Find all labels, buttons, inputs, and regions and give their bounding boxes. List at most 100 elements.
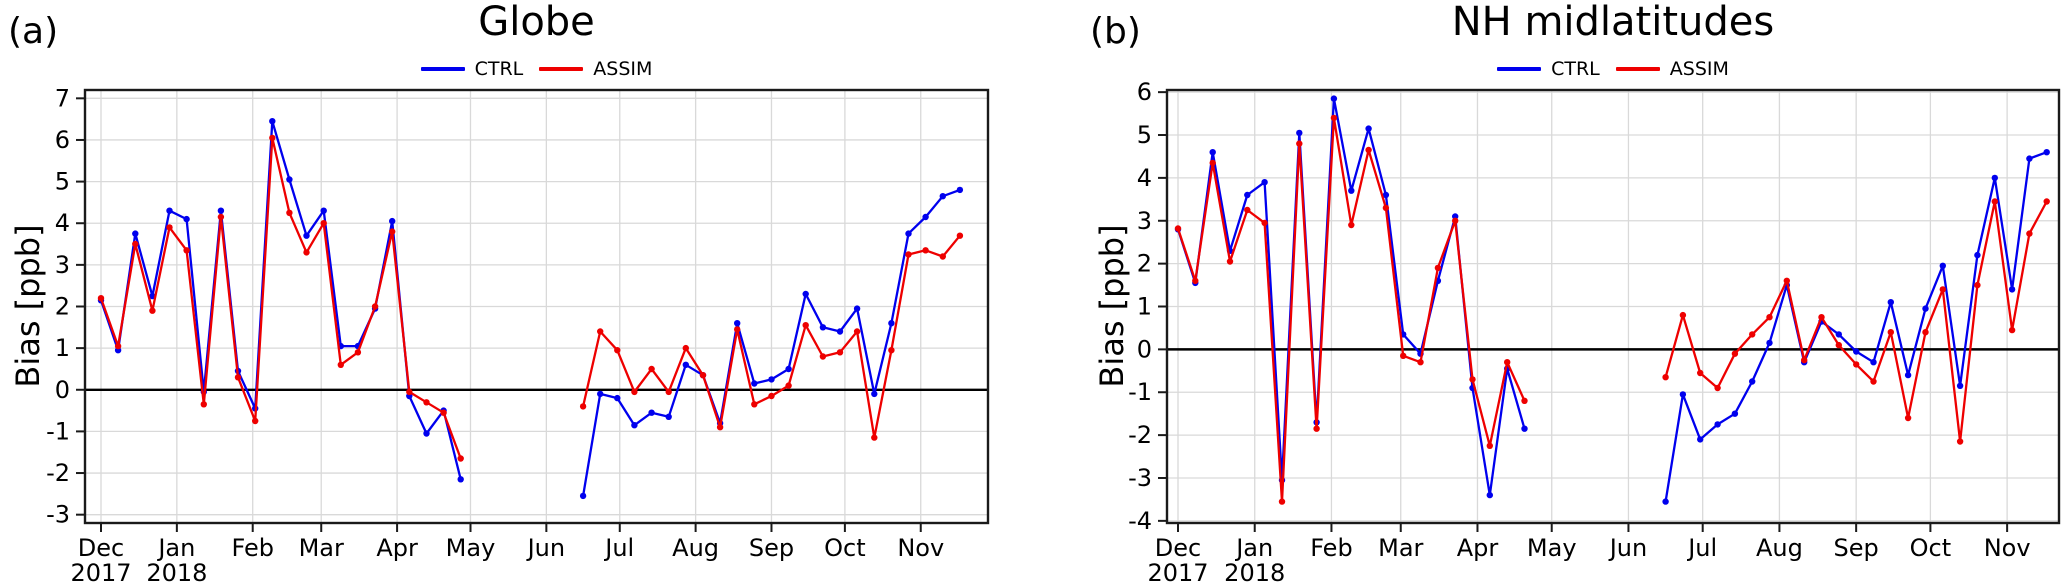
month-label: Jan xyxy=(1234,534,1273,562)
ctrl-data-point xyxy=(888,320,895,327)
assim-data-point xyxy=(888,347,895,354)
ctrl-data-point xyxy=(597,390,604,398)
assim-data-point xyxy=(1452,217,1459,224)
panel-a-title: Globe xyxy=(478,0,595,45)
y-tick-label: 6 xyxy=(55,126,70,154)
year-label: 2017 xyxy=(70,559,131,583)
ctrl-data-point xyxy=(269,118,276,125)
legend-item-ctrl: CTRL xyxy=(1497,58,1600,80)
month-label: Mar xyxy=(1378,534,1423,562)
assim-data-point xyxy=(1887,329,1895,336)
y-tick-label: 5 xyxy=(1137,121,1152,149)
assim-data-point xyxy=(1662,374,1669,381)
month-label: Nov xyxy=(897,534,944,562)
ctrl-line-swatch xyxy=(1497,67,1542,71)
month-label: Apr xyxy=(1457,534,1499,562)
y-tick-label: 7 xyxy=(55,84,70,112)
ctrl-data-point xyxy=(1801,359,1808,366)
assim-data-point xyxy=(269,134,276,142)
ctrl-data-point xyxy=(1174,226,1182,233)
assim-data-point xyxy=(1226,258,1234,265)
assim-data-point xyxy=(1348,221,1355,229)
ctrl-data-point xyxy=(2026,155,2033,162)
assim-data-point xyxy=(234,374,242,381)
y-tick-label: 5 xyxy=(55,168,70,196)
month-label: Feb xyxy=(1310,534,1353,562)
ctrl-data-point xyxy=(1504,365,1511,372)
assim-data-point xyxy=(1835,341,1843,349)
assim-data-point xyxy=(303,249,310,256)
assim-data-point xyxy=(1486,442,1494,449)
assim-data-point xyxy=(1434,264,1442,272)
ctrl-data-point xyxy=(1296,129,1303,137)
ctrl-data-point xyxy=(1330,95,1338,102)
assim-data-point xyxy=(1922,329,1929,336)
ctrl-line-swatch xyxy=(420,67,465,71)
ctrl-line xyxy=(1664,151,2048,503)
assim-data-point xyxy=(1731,350,1739,357)
assim-data-point xyxy=(597,328,604,335)
assim-data-point xyxy=(802,322,809,329)
assim-data-point xyxy=(200,401,207,408)
assim-data-point xyxy=(1749,331,1756,338)
ctrl-data-point xyxy=(1417,350,1424,357)
ctrl-data-point xyxy=(1226,247,1234,254)
y-tick-label: 3 xyxy=(55,251,70,279)
ctrl-data-point xyxy=(1382,191,1390,199)
assim-data-point xyxy=(939,253,946,260)
ctrl-data-point xyxy=(1783,281,1791,289)
ctrl-data-point xyxy=(320,207,327,214)
assim-data-point xyxy=(614,347,621,354)
ctrl-data-point xyxy=(1870,359,1877,366)
ctrl-data-point xyxy=(1662,498,1669,505)
assim-data-point xyxy=(871,434,878,441)
month-label: Jun xyxy=(526,534,566,562)
assim-data-point xyxy=(1904,414,1912,422)
assim-data-point xyxy=(371,303,379,310)
ctrl-data-point xyxy=(97,297,105,304)
assim-data-point xyxy=(1783,277,1791,284)
month-label: Aug xyxy=(672,534,719,562)
year-label: 2018 xyxy=(1224,559,1285,583)
panel-b-yaxis-label: Bias [ppb] xyxy=(1093,224,1131,388)
ctrl-data-point xyxy=(871,390,878,398)
assim-data-point xyxy=(1679,311,1687,319)
ctrl-data-point xyxy=(1469,384,1476,392)
ctrl-data-point xyxy=(802,290,809,298)
assim-data-point xyxy=(1278,498,1286,505)
ctrl-data-point xyxy=(1991,174,1999,182)
assim-data-point xyxy=(406,388,413,396)
month-label: Sep xyxy=(749,534,794,562)
legend-label-assim: ASSIM xyxy=(1669,58,1729,80)
plot-frame xyxy=(1165,88,2061,525)
assim-data-point xyxy=(1697,369,1704,377)
ctrl-data-point xyxy=(389,217,396,225)
ctrl-data-point xyxy=(1922,305,1929,312)
ctrl-data-point xyxy=(1313,419,1320,426)
assim-data-point xyxy=(114,342,122,350)
panel-b-letter: (b) xyxy=(1090,11,1141,52)
assim-data-point xyxy=(1818,314,1825,321)
ctrl-data-point xyxy=(114,347,122,354)
ctrl-data-point xyxy=(457,476,464,483)
y-tick-label: 4 xyxy=(55,209,70,237)
month-label: Oct xyxy=(1910,534,1952,562)
assim-data-point xyxy=(389,228,396,235)
assim-data-point xyxy=(1870,378,1877,385)
y-tick-label: 0 xyxy=(55,376,70,404)
assim-data-point xyxy=(1853,361,1860,368)
month-label: Apr xyxy=(376,534,418,562)
month-label: Oct xyxy=(824,534,866,562)
month-label: Jul xyxy=(603,534,634,562)
assim-line xyxy=(1664,200,2048,443)
assim-data-point xyxy=(768,392,775,400)
ctrl-data-point xyxy=(354,342,362,350)
assim-data-point xyxy=(217,213,225,221)
assim-data-point xyxy=(1417,359,1424,366)
ctrl-data-point xyxy=(286,176,293,183)
ctrl-data-point xyxy=(1400,331,1407,338)
ctrl-data-point xyxy=(1904,371,1912,379)
y-tick-label: 1 xyxy=(55,334,70,362)
plot-frame xyxy=(83,88,990,525)
